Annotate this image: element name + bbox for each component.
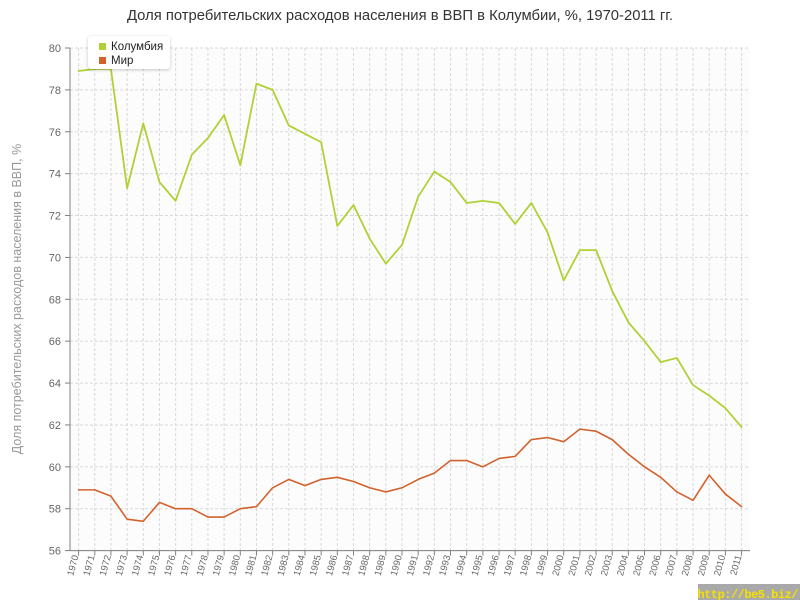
svg-text:1982: 1982 [259,554,275,577]
svg-text:70: 70 [49,252,61,264]
svg-text:72: 72 [49,211,61,223]
svg-text:1976: 1976 [162,554,178,577]
svg-text:1988: 1988 [356,554,372,577]
svg-text:68: 68 [49,294,61,306]
svg-text:1984: 1984 [292,554,308,577]
svg-text:2003: 2003 [599,554,615,577]
svg-text:1981: 1981 [243,554,259,577]
svg-text:1994: 1994 [453,554,469,577]
svg-text:1971: 1971 [82,554,98,577]
svg-text:1985: 1985 [308,554,324,577]
svg-text:60: 60 [49,462,61,474]
svg-text:2004: 2004 [615,554,631,577]
svg-text:1997: 1997 [502,554,518,577]
svg-text:1990: 1990 [389,554,405,577]
svg-text:76: 76 [49,127,61,139]
svg-text:1973: 1973 [114,554,130,577]
svg-text:1996: 1996 [486,554,502,577]
svg-text:1977: 1977 [179,554,195,577]
svg-text:2001: 2001 [567,554,583,577]
svg-text:1970: 1970 [65,554,81,577]
svg-text:2009: 2009 [696,554,712,577]
svg-text:1975: 1975 [146,554,162,577]
svg-text:62: 62 [49,420,61,432]
svg-text:1972: 1972 [98,554,114,577]
svg-text:1989: 1989 [373,554,389,577]
svg-text:80: 80 [49,43,61,55]
svg-text:1986: 1986 [324,554,340,577]
svg-text:1995: 1995 [470,554,486,577]
svg-text:2007: 2007 [664,554,680,577]
svg-text:1978: 1978 [195,554,211,577]
svg-text:1979: 1979 [211,554,227,577]
svg-text:1980: 1980 [227,554,243,577]
svg-text:66: 66 [49,336,61,348]
svg-text:1993: 1993 [437,554,453,577]
svg-text:1983: 1983 [276,554,292,577]
svg-text:1974: 1974 [130,554,146,577]
svg-text:2002: 2002 [583,554,599,577]
svg-text:78: 78 [49,85,61,97]
svg-text:1992: 1992 [421,554,437,577]
svg-text:1991: 1991 [405,554,421,577]
svg-text:56: 56 [49,546,61,558]
svg-text:58: 58 [49,504,61,516]
svg-text:64: 64 [49,378,61,390]
svg-text:2008: 2008 [680,554,696,577]
svg-text:2005: 2005 [631,554,647,577]
svg-text:1999: 1999 [534,554,550,577]
svg-text:2006: 2006 [648,554,664,577]
svg-text:2010: 2010 [712,554,728,577]
svg-text:74: 74 [49,169,61,181]
svg-text:2011: 2011 [729,554,745,577]
svg-text:2000: 2000 [551,554,567,577]
svg-text:1998: 1998 [518,554,534,577]
svg-text:1987: 1987 [340,554,356,577]
